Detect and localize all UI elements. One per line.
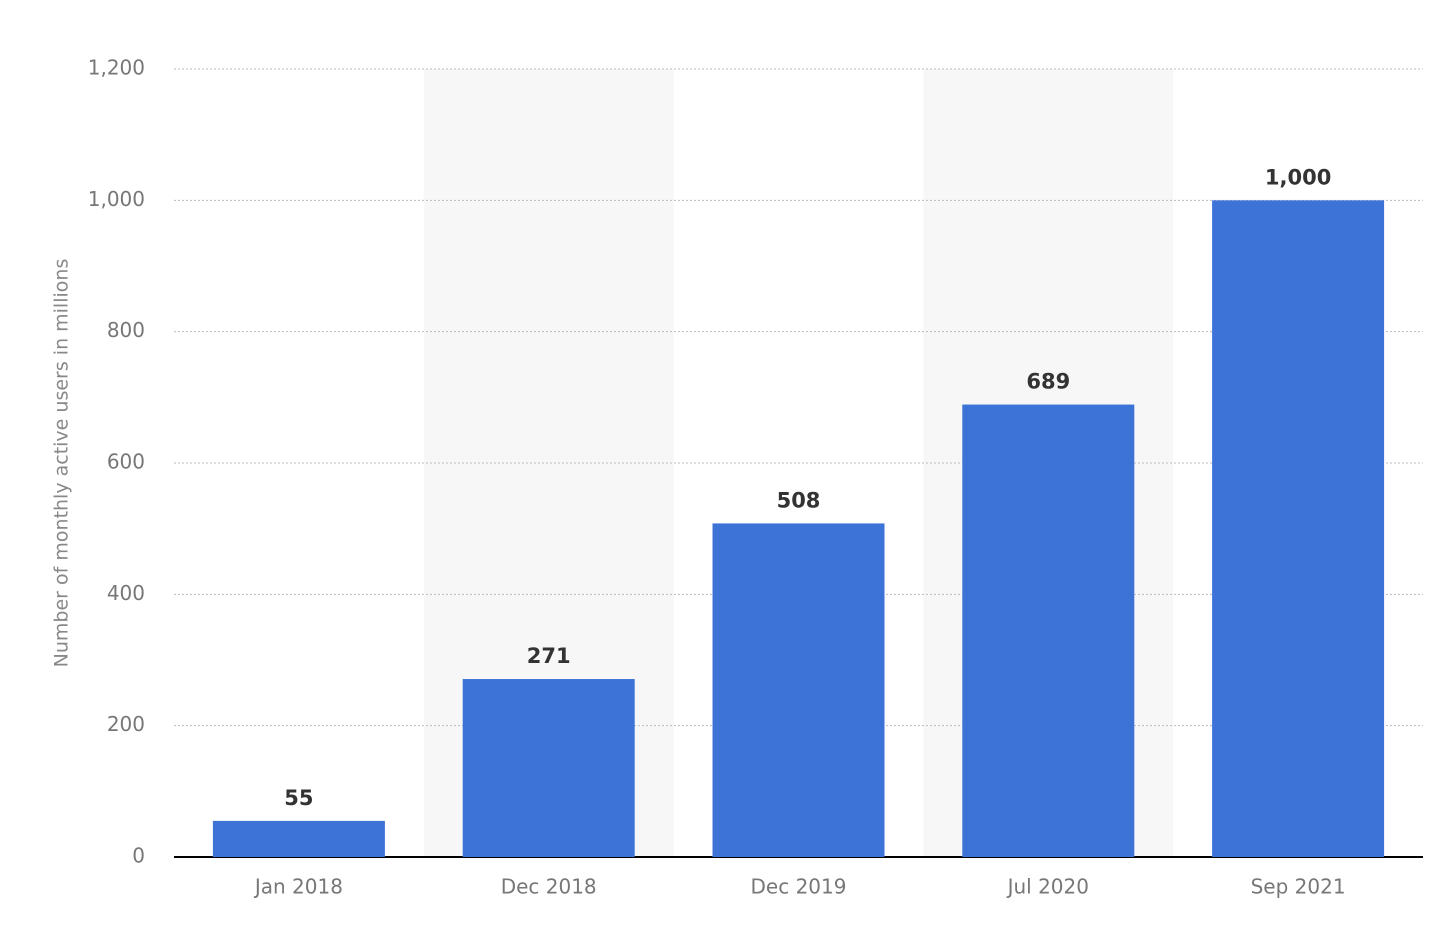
y-tick-label: 200 (107, 712, 145, 736)
value-label: 1,000 (1265, 165, 1331, 189)
value-label: 55 (284, 786, 313, 810)
bar (962, 404, 1135, 857)
y-axis-label: Number of monthly active users in millio… (51, 259, 73, 668)
y-tick-label: 400 (107, 581, 145, 605)
x-tick-label: Jan 2018 (253, 875, 343, 899)
y-tick-label: 1,000 (88, 187, 145, 211)
x-tick-label: Jul 2020 (1006, 875, 1089, 899)
value-label: 508 (777, 488, 821, 512)
x-tick-label: Dec 2019 (751, 875, 847, 899)
bar (462, 679, 635, 857)
bar (1212, 200, 1385, 858)
y-tick-label: 1,200 (88, 56, 145, 80)
y-tick-label: 600 (107, 450, 145, 474)
value-label: 689 (1026, 370, 1070, 394)
y-tick-label: 800 (107, 318, 145, 342)
x-tick-label: Dec 2018 (501, 875, 597, 899)
bar (712, 523, 885, 857)
x-tick-label: Sep 2021 (1251, 875, 1346, 899)
y-tick-label: 0 (132, 844, 145, 868)
value-label: 271 (527, 644, 571, 668)
bar (212, 820, 385, 857)
